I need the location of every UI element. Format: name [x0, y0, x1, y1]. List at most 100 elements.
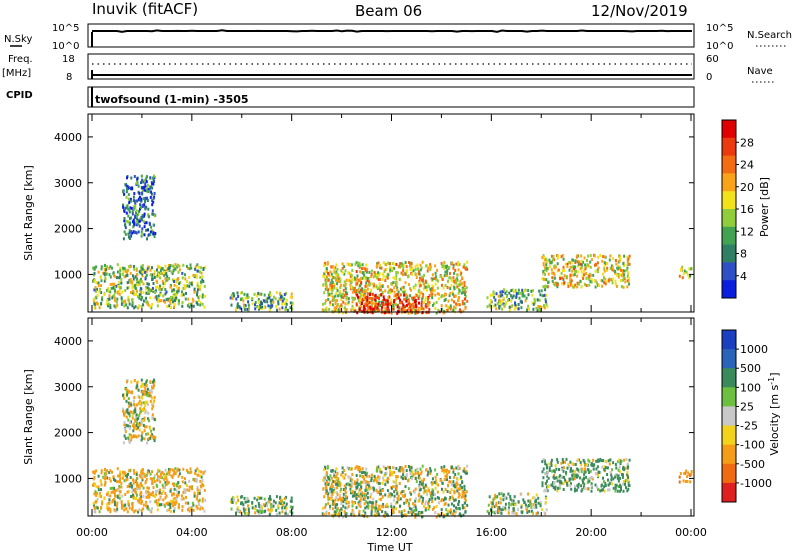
- scatter-cell: [338, 513, 341, 517]
- scatter-cell: [129, 206, 132, 210]
- scatter-cell: [254, 307, 257, 311]
- scatter-cell: [378, 482, 381, 485]
- scatter-cell: [364, 284, 367, 288]
- scatter-cell: [136, 273, 139, 277]
- scatter-cell: [552, 282, 555, 286]
- scatter-cell: [461, 299, 464, 303]
- scatter-cell: [351, 500, 354, 504]
- scatter-cell: [240, 502, 242, 506]
- scatter-cell: [190, 303, 193, 307]
- scatter-cell: [448, 266, 451, 269]
- scatter-cell: [325, 270, 328, 274]
- scatter-cell: [145, 380, 148, 384]
- scatter-cell: [145, 221, 148, 225]
- scatter-cell: [502, 505, 505, 509]
- scatter-cell: [149, 477, 152, 481]
- scatter-cell: [612, 461, 615, 465]
- scatter-cell: [458, 309, 461, 313]
- scatter-cell: [334, 480, 337, 484]
- scatter-cell: [499, 290, 502, 294]
- scatter-cell: [367, 300, 370, 304]
- scatter-cell: [462, 469, 465, 473]
- scatter-cell: [453, 285, 456, 289]
- scatter-cell: [156, 297, 158, 301]
- scatter-cell: [596, 268, 599, 272]
- scatter-cell: [434, 282, 437, 286]
- scatter-cell: [392, 276, 395, 280]
- scatter-cell: [239, 306, 242, 310]
- scatter-cell: [626, 266, 629, 270]
- scatter-cell: [325, 471, 328, 474]
- scatter-cell: [278, 297, 281, 301]
- scatter-cell: [243, 509, 246, 513]
- scatter-cell: [436, 268, 439, 272]
- scatter-cell: [380, 504, 383, 508]
- scatter-cell: [144, 400, 147, 404]
- scatter-cell: [184, 489, 187, 492]
- radar-title: Inuvik (fitACF): [92, 0, 198, 18]
- scatter-cell: [452, 263, 455, 267]
- scatter-cell: [198, 502, 200, 506]
- scatter-cell: [364, 269, 367, 273]
- scatter-cell: [169, 298, 172, 302]
- scatter-cell: [331, 309, 334, 313]
- scatter-cell: [419, 276, 421, 280]
- scatter-cell: [350, 285, 353, 289]
- scatter-cell: [612, 257, 615, 261]
- scatter-cell: [422, 287, 425, 291]
- scatter-cell: [141, 392, 144, 396]
- scatter-cell: [510, 294, 513, 298]
- scatter-cell: [181, 494, 183, 498]
- scatter-cell: [454, 294, 457, 298]
- scatter-cell: [126, 408, 129, 412]
- scatter-cell: [135, 211, 138, 214]
- scatter-cell: [414, 477, 417, 480]
- scatter-cell: [532, 307, 535, 311]
- scatter-cell: [137, 218, 140, 222]
- scatter-cell: [257, 298, 260, 301]
- scatter-cell: [351, 277, 353, 281]
- scatter-cell: [246, 307, 249, 311]
- scatter-cell: [126, 306, 129, 310]
- scatter-cell: [604, 280, 607, 284]
- scatter-cell: [151, 273, 154, 277]
- scatter-cell: [357, 465, 360, 469]
- scatter-cell: [111, 282, 114, 286]
- scatter-cell: [149, 230, 152, 234]
- scatter-cell: [486, 509, 489, 513]
- scatter-cell: [413, 309, 416, 312]
- scatter-cell: [325, 513, 328, 517]
- scatter-cell: [131, 416, 134, 420]
- scatter-cell: [143, 225, 146, 229]
- scatter-cell: [445, 274, 448, 278]
- scatter-cell: [553, 480, 556, 484]
- scatter-cell: [342, 504, 345, 508]
- scatter-cell: [186, 488, 189, 492]
- scatter-cell: [271, 304, 274, 308]
- scatter-cell: [569, 280, 572, 284]
- scatter-cell: [569, 265, 572, 269]
- scatter-cell: [363, 496, 366, 500]
- scatter-cell: [690, 470, 693, 473]
- scatter-cell: [462, 513, 465, 517]
- scatter-cell: [576, 260, 579, 264]
- colorbar-tick-label: -25: [740, 420, 758, 433]
- scatter-cell: [565, 482, 568, 486]
- scatter-cell: [135, 483, 138, 487]
- scatter-cell: [189, 467, 192, 471]
- scatter-cell: [463, 263, 466, 267]
- scatter-cell: [340, 269, 343, 273]
- scatter-cell: [391, 269, 394, 273]
- scatter-cell: [453, 287, 456, 291]
- scatter-cell: [138, 421, 141, 425]
- scatter-cell: [551, 279, 554, 283]
- scatter-cell: [374, 509, 377, 513]
- scatter-cell: [285, 495, 287, 499]
- scatter-cell: [362, 271, 365, 275]
- scatter-cell: [456, 273, 459, 277]
- scatter-cell: [573, 273, 576, 277]
- scatter-cell: [325, 285, 328, 289]
- scatter-cell: [235, 501, 238, 505]
- scatter-cell: [351, 296, 354, 300]
- scatter-cell: [589, 265, 592, 269]
